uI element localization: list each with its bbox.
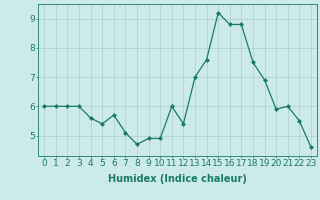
X-axis label: Humidex (Indice chaleur): Humidex (Indice chaleur): [108, 174, 247, 184]
